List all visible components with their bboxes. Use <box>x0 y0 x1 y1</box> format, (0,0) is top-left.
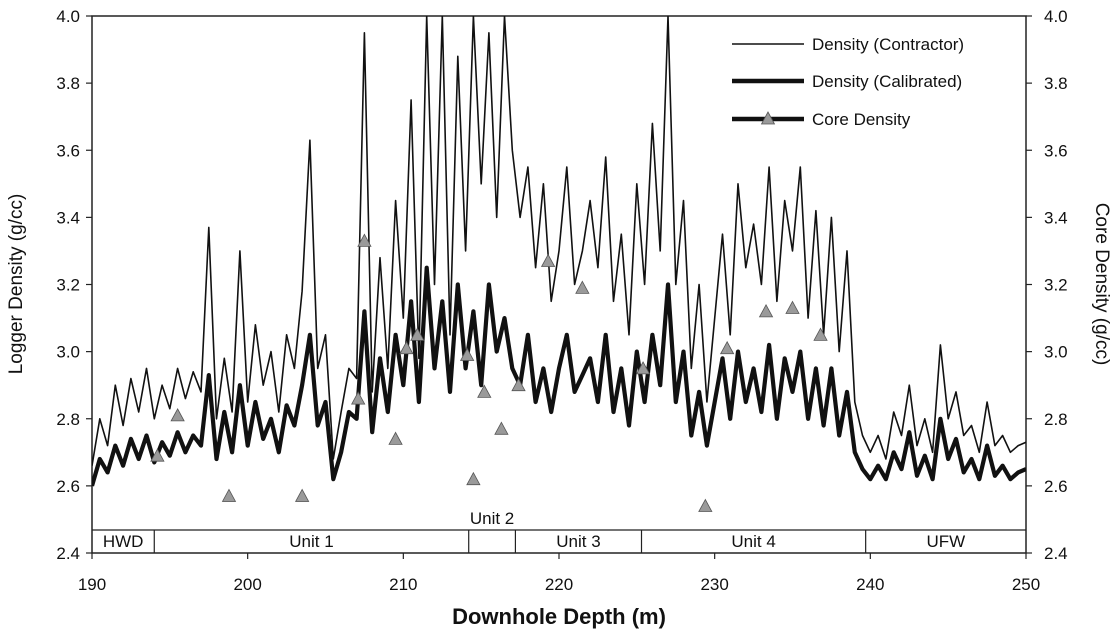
y-tick-label-left: 2.4 <box>56 544 80 563</box>
unit-label: Unit 2 <box>470 509 514 528</box>
core-density-point <box>294 488 310 502</box>
unit-label: Unit 4 <box>731 532 775 551</box>
y-tick-label-right: 3.6 <box>1044 141 1068 160</box>
y-tick-label-left: 4.0 <box>56 7 80 26</box>
y-tick-label-right: 4.0 <box>1044 7 1068 26</box>
legend-label-core: Core Density <box>812 110 911 129</box>
legend-item-calibrated: Density (Calibrated) <box>732 72 962 91</box>
x-tick-label: 210 <box>389 575 417 594</box>
core-density-point <box>399 340 414 355</box>
core-density-point <box>575 280 590 294</box>
y-axis-right-title: Core Density (g/cc) <box>1091 203 1112 366</box>
x-tick-label: 230 <box>700 575 728 594</box>
legend-item-contractor: Density (Contractor) <box>732 35 964 54</box>
core-density-point <box>351 391 366 405</box>
core-density-point <box>511 377 526 392</box>
core-density-point <box>410 327 425 341</box>
core-density-point <box>494 421 509 435</box>
y-tick-label-right: 3.4 <box>1044 208 1068 227</box>
x-tick-label: 240 <box>856 575 884 594</box>
y-tick-label-left: 3.6 <box>56 141 80 160</box>
unit-label: Unit 3 <box>556 532 600 551</box>
y-tick-label-right: 2.4 <box>1044 544 1068 563</box>
y-tick-label-right: 3.2 <box>1044 276 1068 295</box>
y-axis-left: 2.4 2.6 2.8 3.0 3.2 3.4 3.6 3.8 4.0 <box>56 7 92 563</box>
core-density-point <box>221 488 237 502</box>
y-tick-label-left: 3.2 <box>56 276 80 295</box>
core-density-point <box>170 408 185 422</box>
legend-triangle-marker <box>760 111 776 125</box>
y-tick-label-right: 2.8 <box>1044 410 1068 429</box>
core-density-point <box>477 384 492 398</box>
y-tick-label-right: 3.8 <box>1044 74 1068 93</box>
core-density-point <box>698 498 713 512</box>
x-tick-label: 220 <box>545 575 573 594</box>
y-tick-label-left: 3.8 <box>56 74 80 93</box>
core-density-point <box>813 327 828 341</box>
series-layer <box>92 16 1026 487</box>
unit-label: UFW <box>926 532 965 551</box>
x-axis-title: Downhole Depth (m) <box>452 604 666 629</box>
unit-label: HWD <box>103 532 144 551</box>
y-tick-label-left: 2.6 <box>56 477 80 496</box>
y-tick-label-left: 2.8 <box>56 410 80 429</box>
core-density-markers <box>150 233 828 512</box>
legend: Density (Contractor) Density (Calibrated… <box>724 28 1020 138</box>
core-density-point <box>466 471 481 486</box>
x-tick-label: 190 <box>78 575 106 594</box>
x-tick-label: 200 <box>233 575 261 594</box>
core-density-point <box>150 448 165 462</box>
core-density-point <box>785 300 800 314</box>
unit-band: HWD Unit 1 Unit 2 Unit 3 Unit 4 UFW <box>92 509 1026 553</box>
x-tick-label: 250 <box>1012 575 1040 594</box>
y-tick-label-left: 3.0 <box>56 343 80 362</box>
y-axis-right: 2.4 2.6 2.8 3.0 3.2 3.4 3.6 3.8 4.0 <box>1026 7 1068 563</box>
core-density-point <box>758 304 774 318</box>
core-density-point <box>357 233 372 247</box>
core-density-point <box>540 253 556 267</box>
series-line-calibrated <box>92 265 1026 487</box>
core-density-point <box>388 431 403 445</box>
legend-label-calibrated: Density (Calibrated) <box>812 72 962 91</box>
y-tick-label-right: 2.6 <box>1044 477 1068 496</box>
y-tick-label-left: 3.4 <box>56 208 80 227</box>
y-axis-left-title: Logger Density (g/cc) <box>6 194 27 375</box>
x-axis: 190 200 210 220 230 240 250 <box>78 553 1040 594</box>
core-density-point <box>719 340 735 355</box>
y-tick-label-right: 3.0 <box>1044 343 1068 362</box>
core-density-point <box>459 347 475 361</box>
legend-label-contractor: Density (Contractor) <box>812 35 964 54</box>
legend-item-core: Core Density <box>732 110 911 129</box>
core-density-point <box>635 361 651 375</box>
unit-label: Unit 1 <box>289 532 333 551</box>
series-line-contractor <box>92 16 1026 466</box>
